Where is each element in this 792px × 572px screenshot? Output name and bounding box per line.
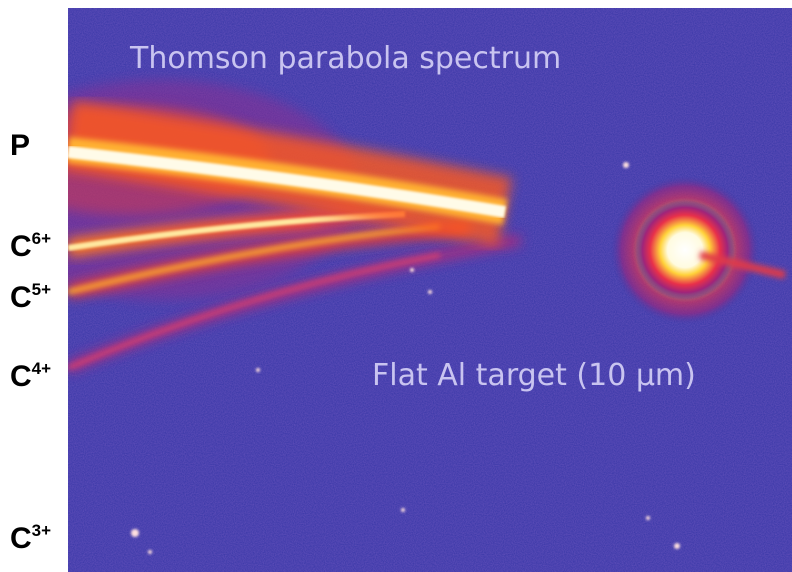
image-title: Thomson parabola spectrum bbox=[129, 41, 561, 76]
species-label: C4+ bbox=[10, 359, 51, 393]
spectrum-image: Thomson parabola spectrum Flat Al target… bbox=[0, 8, 792, 572]
target-annotation: Flat Al target (10 µm) bbox=[372, 358, 696, 393]
charge-state: 3+ bbox=[32, 521, 51, 540]
charge-state: 4+ bbox=[32, 359, 51, 378]
species-label: C5+ bbox=[10, 280, 51, 314]
charge-state: 5+ bbox=[32, 280, 51, 299]
species-label: P bbox=[10, 129, 30, 162]
species-symbol: C bbox=[10, 522, 32, 555]
species-label: C3+ bbox=[10, 521, 51, 555]
species-symbol: C bbox=[10, 360, 32, 393]
species-symbol: P bbox=[10, 129, 30, 162]
figure: Thomson parabola spectrum Flat Al target… bbox=[0, 0, 792, 572]
charge-state: 6+ bbox=[32, 229, 51, 248]
species-labels: PC6+C5+C4+C3+ bbox=[10, 129, 51, 555]
species-label: C6+ bbox=[10, 229, 51, 263]
species-symbol: C bbox=[10, 281, 32, 314]
species-symbol: C bbox=[10, 230, 32, 263]
